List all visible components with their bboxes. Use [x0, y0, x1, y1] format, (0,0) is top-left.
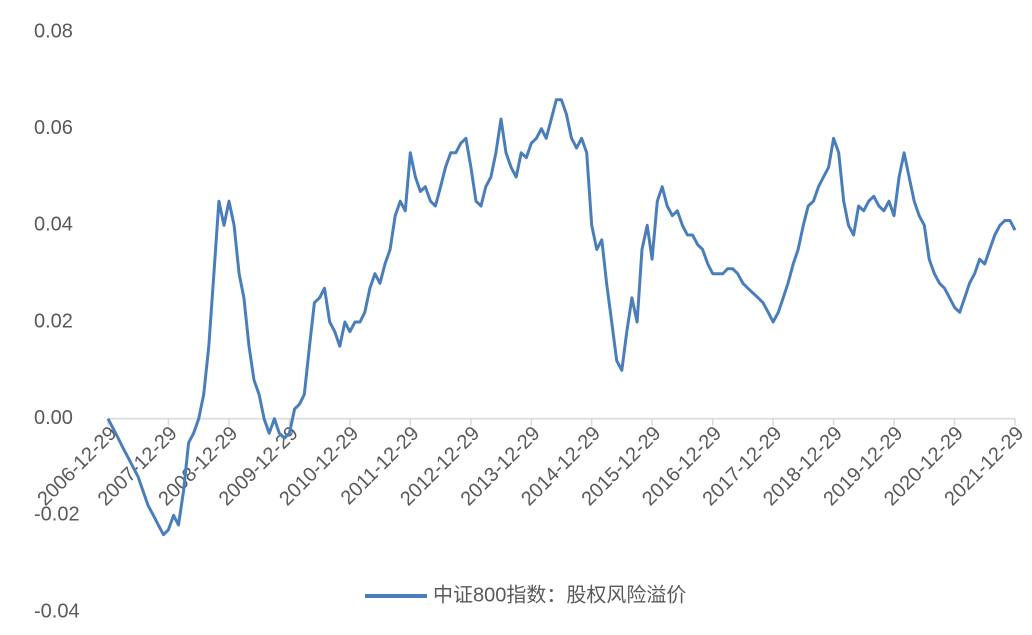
y-tick-label: 0.04: [34, 214, 73, 236]
y-tick-label: -0.02: [34, 504, 80, 526]
line: [106, 98, 1017, 537]
y-tick-label: 0.00: [34, 407, 73, 429]
legend-label: 中证800指数：股权风险溢价: [433, 583, 686, 606]
y-tick-label: 0.02: [34, 310, 73, 332]
y-tick-label: 0.06: [34, 117, 73, 139]
y-tick-label: 0.08: [34, 20, 73, 42]
y-tick-label: -0.04: [34, 600, 80, 622]
